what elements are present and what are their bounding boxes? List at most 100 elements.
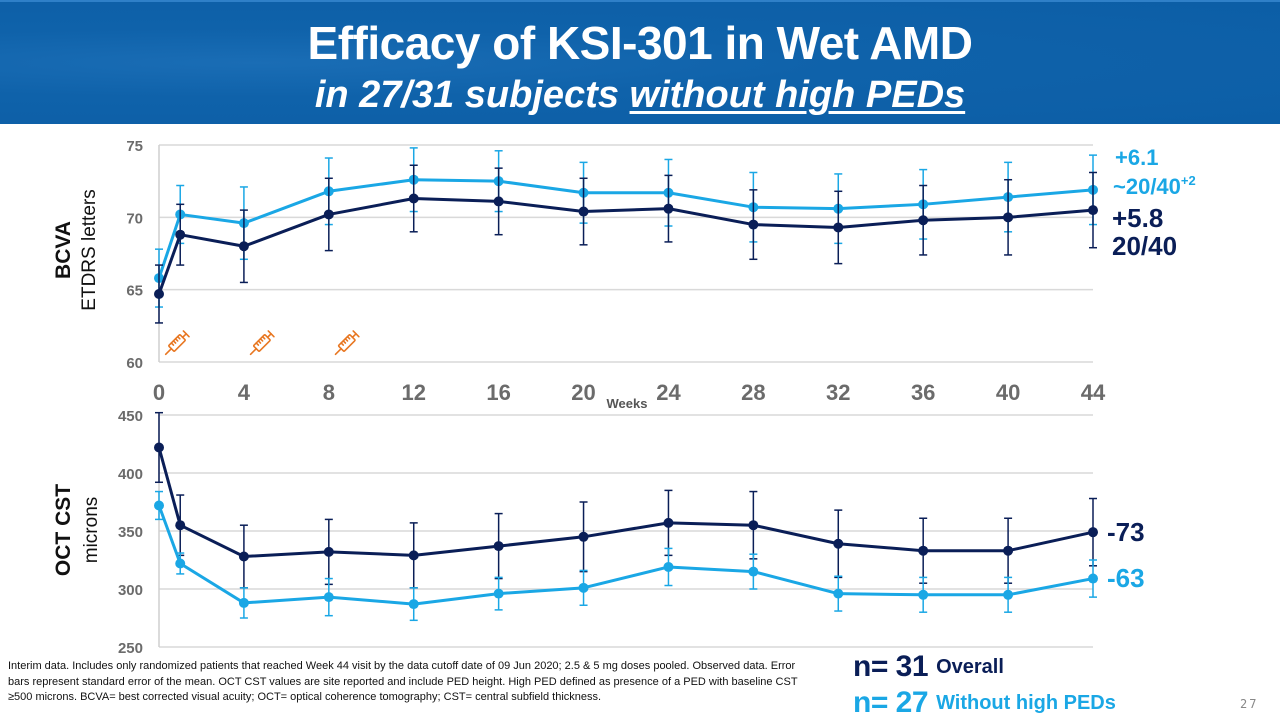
data-point [408, 599, 419, 610]
data-point [663, 517, 674, 528]
end-label-change: -63 [1107, 563, 1145, 593]
syringe-tick [176, 335, 181, 340]
x-tick-label: 44 [1081, 380, 1106, 405]
syringe-tick [255, 342, 260, 346]
y-axis-subtitle: ETDRS letters [79, 189, 100, 310]
x-tick-label: 32 [826, 380, 850, 405]
syringe-tick [342, 340, 347, 344]
data-point [578, 206, 589, 217]
data-point [154, 442, 164, 453]
syringe-plunger [181, 333, 187, 339]
legend-overall: n= 31 Overall [853, 650, 1004, 684]
data-point [493, 541, 504, 552]
series-overall [154, 411, 1098, 589]
x-tick-label: 8 [323, 380, 335, 405]
x-tick-label: 24 [656, 380, 681, 405]
data-point [918, 545, 929, 556]
y-tick-label: 350 [118, 524, 143, 541]
end-label-snellen: 20/40 [1112, 231, 1177, 261]
syringe-tick [174, 337, 179, 342]
x-tick-label: 40 [996, 380, 1020, 405]
x-tick-label: 36 [911, 380, 935, 405]
oct-cst-chart: 250 300 350 400 450 OCT CST microns -73 -63 [52, 408, 1145, 654]
data-point [1003, 212, 1014, 223]
data-point [833, 588, 844, 599]
syringe-icon [334, 330, 360, 356]
syringe-needle [249, 347, 258, 356]
y-tick-label: 300 [118, 582, 143, 599]
page-number: 27 [1240, 697, 1259, 711]
y-axis-subtitle: microns [81, 497, 102, 564]
x-tick-label: 28 [741, 380, 765, 405]
data-point [1088, 527, 1098, 538]
y-tick-label: 75 [126, 138, 143, 155]
legend-without-label: Without high PEDs [936, 692, 1116, 714]
x-tick-label: 4 [238, 380, 251, 405]
y-tick-label: 250 [118, 640, 143, 654]
data-point [918, 215, 929, 226]
data-point [663, 203, 674, 214]
syringe-tick [261, 335, 266, 340]
data-point [748, 219, 759, 230]
y-tick-label: 450 [118, 408, 143, 425]
syringe-tick [346, 335, 351, 340]
data-point [238, 597, 249, 608]
slide-subtitle: in 27/31 subjects without high PEDs [0, 74, 1280, 117]
y-axis-title: BCVA [52, 221, 75, 279]
snellen-superscript: +2 [1181, 173, 1196, 188]
data-point [493, 196, 504, 207]
end-label-change: +6.1 [1115, 145, 1158, 170]
series-line [157, 178, 1094, 279]
syringe-handle [267, 330, 275, 338]
data-point [748, 566, 759, 577]
x-axis-title: Weeks [607, 396, 648, 411]
x-tick-label: 0 [153, 380, 165, 405]
data-point [238, 551, 249, 562]
data-point [1003, 589, 1014, 600]
end-label-snellen: ~20/40+2 [1113, 173, 1196, 199]
y-tick-label: 65 [126, 283, 143, 300]
data-point [1003, 545, 1014, 556]
efficacy-charts: 60 65 70 75 BCVA ETDRS letters 0 4 8 12 16 20 24 28 32… [52, 138, 1196, 654]
data-point [238, 241, 249, 252]
syringe-tick [259, 337, 264, 342]
subtitle-emphasis: without high PEDs [629, 74, 966, 116]
end-label-change: +5.8 [1112, 203, 1163, 233]
syringe-plunger [351, 333, 357, 339]
series-without-high-peds [154, 490, 1098, 622]
x-tick-label: 20 [571, 380, 595, 405]
legend-without-n: n= 27 [853, 686, 929, 719]
data-point [408, 193, 419, 204]
data-point [323, 592, 334, 603]
data-point [833, 222, 844, 233]
syringe-handle [352, 330, 360, 338]
syringe-plunger [266, 333, 272, 339]
syringe-tick [344, 337, 349, 342]
y-axis-title: OCT CST [52, 484, 75, 576]
data-point [1088, 573, 1098, 584]
data-point [323, 209, 334, 220]
data-point [154, 289, 164, 300]
data-point [1088, 205, 1098, 216]
subtitle-prefix: in 27/31 subjects [314, 74, 630, 116]
legend-without-high-peds: n= 27 Without high PEDs [853, 686, 1116, 720]
data-point [323, 546, 334, 557]
footnote: Interim data. Includes only randomized p… [8, 660, 798, 703]
x-tick-label: 12 [401, 380, 425, 405]
syringe-tick [257, 340, 262, 344]
syringe-tick [172, 340, 177, 344]
data-point [918, 589, 929, 600]
syringe-tick [170, 342, 175, 346]
data-point [833, 538, 844, 549]
data-point [578, 531, 589, 542]
legend-overall-label: Overall [936, 656, 1004, 678]
syringe-needle [164, 347, 173, 356]
data-point [663, 561, 674, 572]
data-point [175, 558, 186, 569]
x-tick-label: 16 [486, 380, 510, 405]
data-point [175, 520, 186, 531]
data-point [578, 582, 589, 593]
y-tick-label: 400 [118, 466, 143, 483]
slide-title: Efficacy of KSI-301 in Wet AMD [307, 17, 973, 69]
syringe-icon [164, 330, 190, 356]
